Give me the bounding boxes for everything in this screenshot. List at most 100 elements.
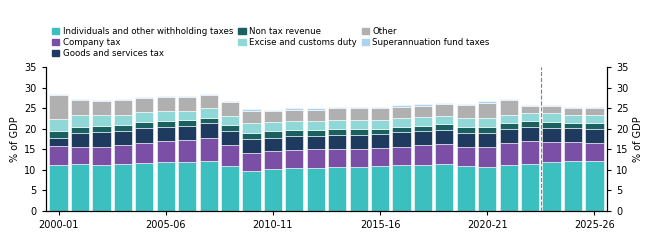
Bar bbox=[264, 138, 282, 151]
Bar bbox=[178, 97, 197, 111]
Bar bbox=[178, 126, 197, 140]
Bar bbox=[200, 161, 217, 211]
Bar bbox=[71, 100, 89, 115]
Bar bbox=[543, 142, 561, 162]
Bar bbox=[478, 167, 496, 211]
Bar bbox=[50, 119, 68, 131]
Bar bbox=[307, 168, 325, 211]
Bar bbox=[242, 123, 261, 133]
Bar bbox=[285, 150, 304, 168]
Bar bbox=[521, 106, 539, 113]
Bar bbox=[328, 149, 346, 167]
Bar bbox=[478, 133, 496, 147]
Bar bbox=[564, 115, 582, 123]
Bar bbox=[478, 118, 496, 127]
Bar bbox=[478, 147, 496, 167]
Bar bbox=[264, 169, 282, 211]
Bar bbox=[500, 99, 518, 100]
Bar bbox=[564, 107, 582, 108]
Bar bbox=[135, 98, 153, 112]
Bar bbox=[521, 127, 539, 141]
Bar bbox=[349, 135, 368, 149]
Bar bbox=[307, 110, 325, 121]
Bar bbox=[456, 127, 475, 133]
Bar bbox=[50, 94, 68, 95]
Bar bbox=[71, 133, 89, 147]
Bar bbox=[200, 118, 217, 123]
Bar bbox=[221, 102, 239, 116]
Bar bbox=[500, 165, 518, 211]
Bar bbox=[71, 164, 89, 211]
Bar bbox=[264, 111, 282, 122]
Bar bbox=[264, 151, 282, 169]
Bar bbox=[328, 135, 346, 149]
Bar bbox=[456, 133, 475, 147]
Bar bbox=[307, 136, 325, 149]
Bar bbox=[436, 144, 453, 164]
Bar bbox=[221, 146, 239, 166]
Bar bbox=[200, 94, 217, 95]
Bar bbox=[564, 142, 582, 161]
Bar bbox=[135, 112, 153, 122]
Bar bbox=[392, 105, 411, 107]
Bar bbox=[50, 138, 68, 146]
Bar bbox=[50, 165, 68, 211]
Bar bbox=[371, 166, 389, 211]
Bar bbox=[564, 161, 582, 211]
Bar bbox=[92, 165, 110, 211]
Bar bbox=[500, 143, 518, 165]
Bar bbox=[328, 167, 346, 211]
Bar bbox=[371, 107, 389, 108]
Bar bbox=[92, 126, 110, 132]
Bar bbox=[307, 149, 325, 168]
Bar bbox=[92, 147, 110, 165]
Bar bbox=[585, 123, 603, 129]
Bar bbox=[114, 145, 132, 164]
Bar bbox=[328, 107, 346, 108]
Bar bbox=[392, 147, 411, 165]
Bar bbox=[71, 126, 89, 133]
Bar bbox=[500, 123, 518, 129]
Bar bbox=[349, 167, 368, 211]
Bar bbox=[392, 132, 411, 147]
Bar bbox=[285, 121, 304, 130]
Bar bbox=[371, 148, 389, 166]
Bar bbox=[114, 100, 132, 115]
Bar bbox=[178, 96, 197, 97]
Bar bbox=[307, 130, 325, 136]
Bar bbox=[50, 146, 68, 165]
Bar bbox=[585, 107, 603, 108]
Bar bbox=[456, 103, 475, 105]
Bar bbox=[436, 103, 453, 104]
Bar bbox=[349, 108, 368, 120]
Bar bbox=[135, 128, 153, 143]
Bar bbox=[456, 105, 475, 118]
Bar bbox=[349, 149, 368, 167]
Bar bbox=[114, 164, 132, 211]
Bar bbox=[328, 108, 346, 120]
Bar bbox=[456, 166, 475, 211]
Bar bbox=[414, 131, 432, 146]
Y-axis label: % of GDP: % of GDP bbox=[10, 116, 20, 162]
Bar bbox=[371, 129, 389, 134]
Bar bbox=[543, 128, 561, 142]
Bar bbox=[114, 131, 132, 145]
Bar bbox=[414, 106, 432, 117]
Bar bbox=[349, 129, 368, 135]
Bar bbox=[414, 104, 432, 106]
Bar bbox=[414, 165, 432, 211]
Bar bbox=[521, 164, 539, 211]
Bar bbox=[135, 143, 153, 163]
Bar bbox=[200, 108, 217, 118]
Bar bbox=[242, 153, 261, 171]
Bar bbox=[543, 105, 561, 106]
Bar bbox=[585, 108, 603, 115]
Bar bbox=[371, 120, 389, 129]
Bar bbox=[71, 147, 89, 164]
Bar bbox=[114, 99, 132, 100]
Bar bbox=[264, 122, 282, 131]
Bar bbox=[157, 141, 175, 162]
Bar bbox=[585, 129, 603, 143]
Bar bbox=[521, 105, 539, 106]
Bar bbox=[135, 122, 153, 128]
